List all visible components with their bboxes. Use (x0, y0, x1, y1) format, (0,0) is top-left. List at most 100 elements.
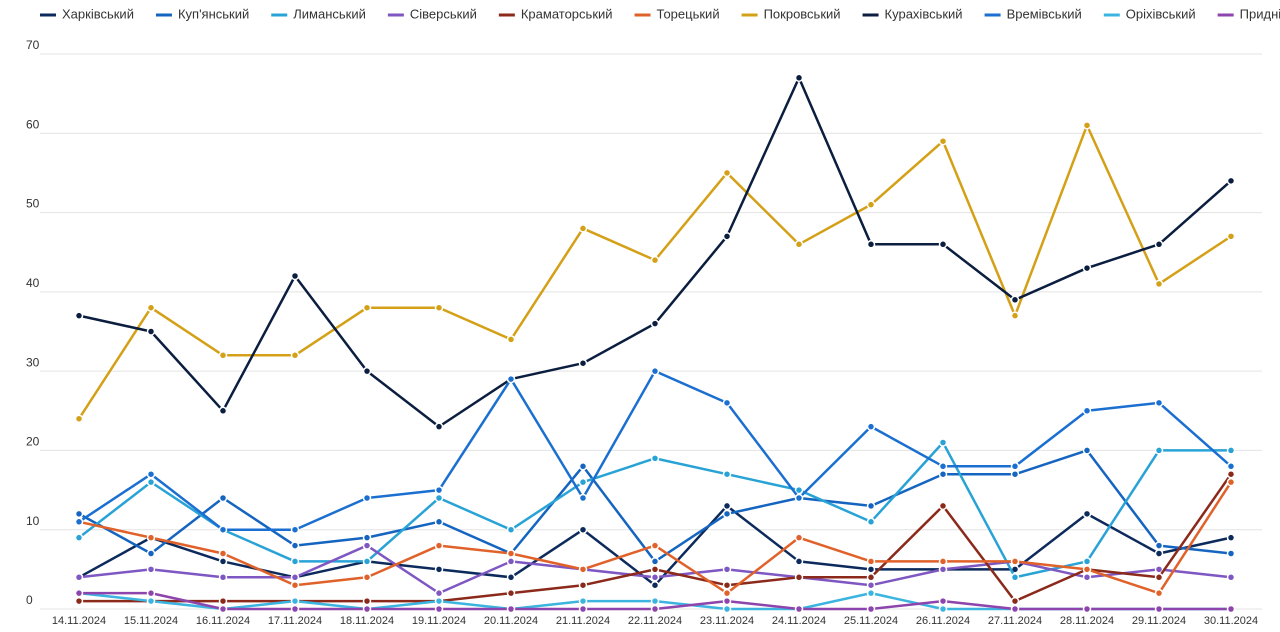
point (722, 501, 732, 511)
point (938, 240, 948, 249)
legend-item: Харківський (40, 6, 134, 21)
legend-label: Придніпровський (1240, 6, 1280, 21)
point (1010, 604, 1020, 614)
y-tick-label: 50 (26, 197, 40, 211)
point (866, 604, 876, 614)
point (722, 596, 732, 606)
point (722, 565, 732, 574)
point (290, 580, 300, 590)
point (1226, 176, 1236, 186)
point (650, 565, 660, 574)
point (650, 596, 660, 606)
point (146, 533, 156, 542)
point (722, 232, 732, 241)
x-tick-label: 29.11.2024 (1132, 615, 1186, 627)
legend-label: Времівський (1007, 6, 1082, 21)
point (938, 596, 948, 606)
point (1010, 295, 1020, 305)
point (218, 573, 228, 582)
legend-label: Курахівський (885, 6, 963, 21)
point (866, 580, 876, 590)
point (290, 351, 300, 360)
legend-label: Краматорський (521, 6, 613, 21)
point (938, 462, 948, 471)
point (74, 573, 84, 582)
point (362, 604, 372, 614)
x-tick-label: 28.11.2024 (1060, 615, 1114, 627)
point (650, 454, 660, 463)
point (1226, 446, 1236, 455)
x-tick-label: 15.11.2024 (124, 615, 178, 627)
point (362, 557, 372, 566)
point (722, 168, 732, 178)
point (722, 469, 732, 479)
legend-label: Харківський (62, 6, 134, 21)
point (866, 517, 876, 527)
series-line (78, 441, 1231, 579)
point (74, 588, 84, 598)
point (1010, 596, 1020, 606)
point (1154, 565, 1164, 574)
point (1082, 263, 1092, 273)
legend-item: Покровський (741, 6, 841, 21)
point (866, 565, 876, 574)
point (578, 493, 588, 503)
point (362, 493, 372, 503)
point (650, 541, 660, 550)
x-tick-label: 14.11.2024 (52, 615, 106, 627)
y-tick-label: 10 (26, 514, 40, 528)
y-tick-label: 30 (26, 355, 40, 369)
x-tick-label: 21.11.2024 (556, 615, 610, 627)
point (434, 485, 444, 495)
point (1082, 573, 1092, 582)
point (794, 73, 804, 83)
legend-label: Лиманський (293, 6, 366, 21)
point (290, 596, 300, 606)
point (74, 509, 84, 519)
point (650, 557, 660, 566)
point (434, 422, 444, 431)
legend-item: Лиманський (271, 6, 366, 21)
legend-item: Придніпровський (1217, 6, 1280, 21)
x-tick-label: 22.11.2024 (628, 615, 682, 627)
point (722, 588, 732, 598)
point (362, 303, 372, 312)
point (1082, 121, 1092, 130)
y-tick-label: 60 (26, 117, 40, 131)
point (650, 366, 660, 376)
point (1082, 565, 1092, 574)
point (650, 319, 660, 328)
point (1154, 279, 1164, 289)
point (1154, 573, 1164, 582)
point (506, 525, 516, 534)
point (362, 573, 372, 582)
x-tick-label: 23.11.2024 (700, 615, 754, 627)
legend-item: Торецький (634, 6, 720, 21)
legend-label: Сіверський (410, 6, 477, 21)
legend-item: Оріхівський (1103, 6, 1196, 21)
point (578, 462, 588, 471)
point (866, 573, 876, 582)
point (1226, 462, 1236, 471)
point (938, 438, 948, 447)
legend-item: Куп'янський (155, 6, 249, 21)
point (578, 604, 588, 614)
point (1154, 240, 1164, 249)
point (866, 422, 876, 431)
point (578, 596, 588, 606)
point (146, 549, 156, 558)
point (74, 414, 84, 423)
point (1226, 573, 1236, 582)
point (74, 533, 84, 542)
point (1082, 604, 1092, 614)
point (362, 541, 372, 550)
point (506, 549, 516, 558)
point (290, 271, 300, 281)
point (1010, 469, 1020, 479)
point (506, 374, 516, 384)
point (146, 469, 156, 479)
point (146, 565, 156, 574)
point (1226, 232, 1236, 241)
point (290, 541, 300, 550)
